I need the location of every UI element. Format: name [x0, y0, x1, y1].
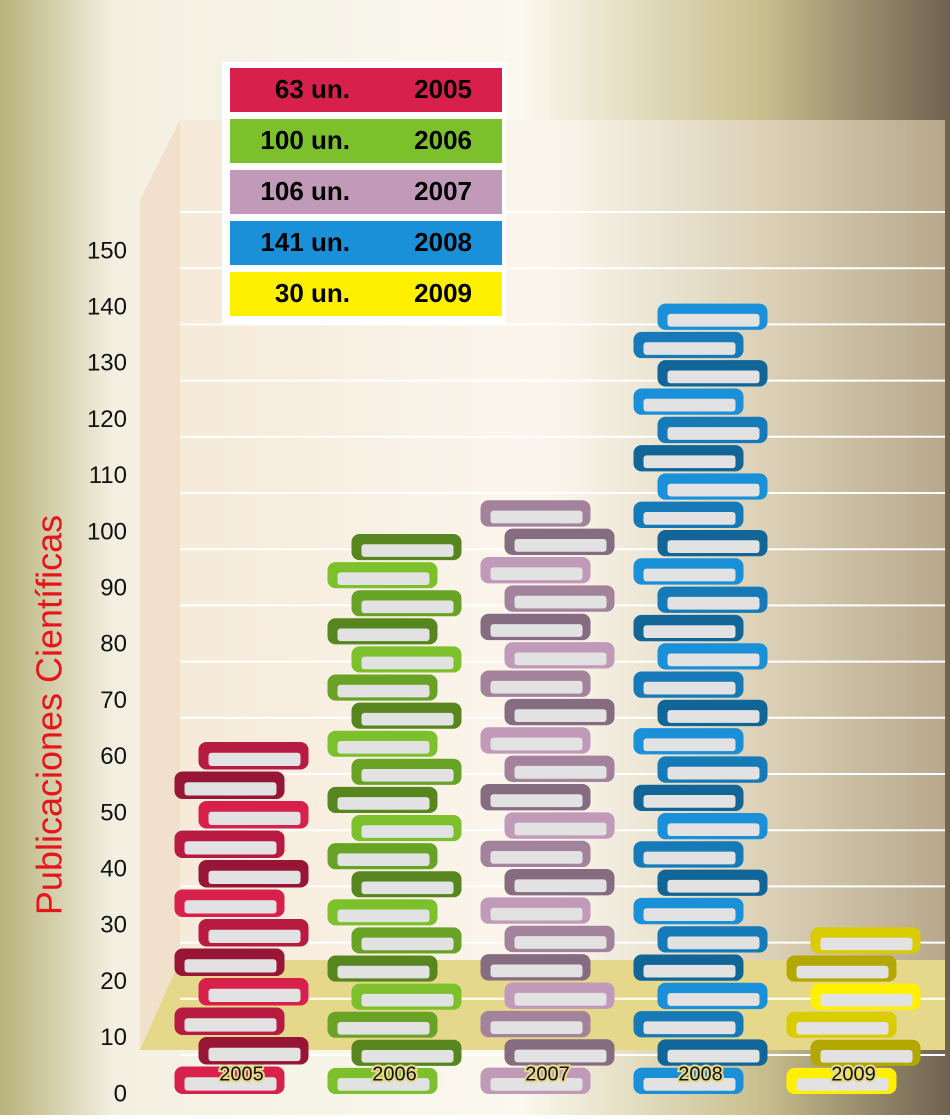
legend-swatch [230, 170, 502, 214]
legend-year: 2006 [414, 125, 472, 155]
legend-value: 100 un. [260, 125, 350, 155]
y-tick-label: 120 [87, 406, 127, 433]
y-tick-label: 0 [114, 1080, 127, 1107]
y-tick-label: 130 [87, 350, 127, 377]
y-tick-label: 110 [89, 462, 127, 489]
legend-value: 63 un. [275, 74, 350, 104]
x-tick-label: 2007 [525, 1063, 570, 1085]
y-tick-label: 60 [100, 743, 127, 770]
legend-year: 2009 [414, 278, 472, 308]
x-tick-label: 2008 [678, 1063, 723, 1085]
legend-swatch [230, 272, 502, 316]
legend-value: 30 un. [275, 278, 350, 308]
bar [327, 534, 462, 1094]
y-tick-label: 90 [100, 575, 127, 602]
legend-year: 2007 [414, 176, 472, 206]
y-tick-label: 80 [100, 631, 127, 658]
x-tick-label: 2009 [831, 1063, 876, 1085]
y-tick-label: 20 [100, 968, 127, 995]
bar [633, 303, 768, 1094]
y-tick-label: 30 [100, 912, 127, 939]
y-tick-label: 40 [100, 856, 127, 883]
y-tick-label: 140 [87, 294, 127, 321]
legend-swatch [230, 68, 502, 112]
legend-swatch [230, 119, 502, 163]
y-axis-label: Publicaciones Científicas [29, 515, 70, 915]
y-tick-label: 100 [87, 518, 127, 545]
legend-swatch [230, 221, 502, 265]
y-tick-label: 70 [100, 687, 127, 714]
legend-year: 2005 [414, 74, 472, 104]
bar [786, 927, 921, 1094]
x-tick-label: 2006 [372, 1063, 417, 1085]
y-tick-label: 10 [100, 1024, 127, 1051]
bar [174, 741, 309, 1094]
legend-year: 2008 [414, 227, 472, 257]
x-tick-label: 2005 [219, 1063, 264, 1085]
legend-value: 106 un. [260, 176, 350, 206]
legend-value: 141 un. [260, 227, 350, 257]
y-tick-label: 50 [100, 799, 127, 826]
bar [480, 500, 615, 1094]
y-tick-label: 150 [87, 237, 127, 264]
side-wall [140, 120, 180, 1050]
